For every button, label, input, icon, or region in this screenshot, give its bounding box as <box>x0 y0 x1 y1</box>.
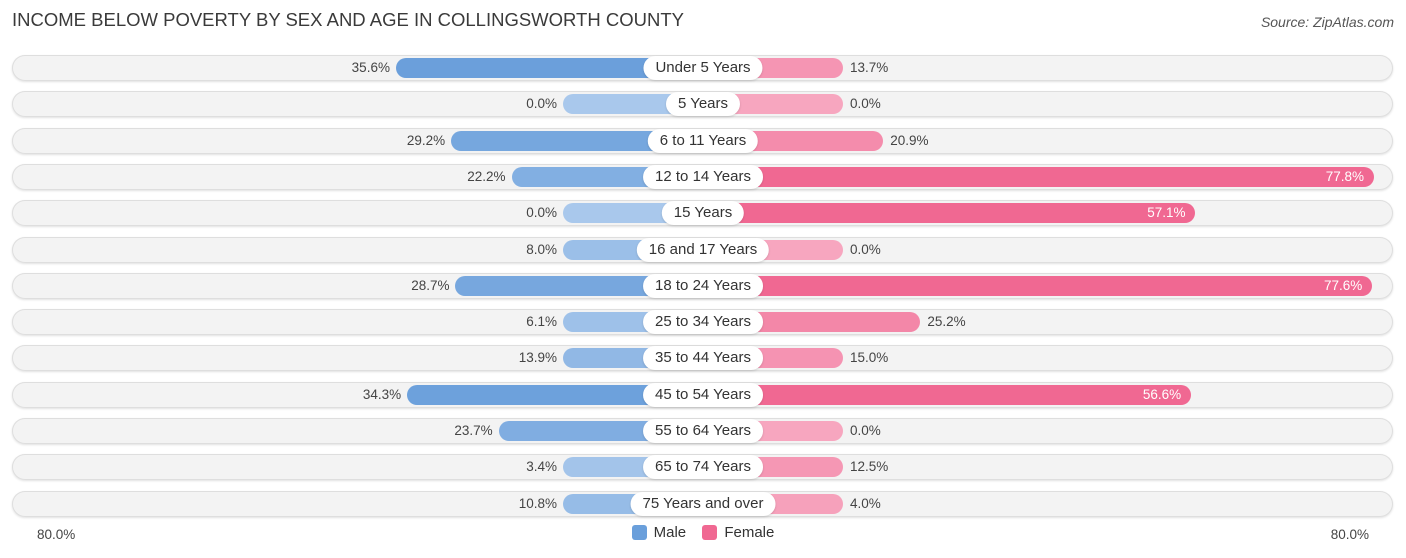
value-label-male: 0.0% <box>526 96 557 112</box>
axis-label-left: 80.0% <box>37 527 76 542</box>
category-label: 16 and 17 Years <box>636 237 770 262</box>
bar-male[interactable] <box>395 58 703 78</box>
category-label: 65 to 74 Years <box>643 455 763 480</box>
category-label: 12 to 14 Years <box>643 164 763 189</box>
bar-female[interactable] <box>703 384 1192 405</box>
category-label: Under 5 Years <box>643 56 763 80</box>
value-label-male: 22.2% <box>467 168 506 184</box>
value-label-female: 15.0% <box>850 350 889 366</box>
value-label-female: 0.0% <box>850 96 881 112</box>
value-label-female: 77.8% <box>1325 168 1365 184</box>
bar-female[interactable] <box>703 166 1375 187</box>
legend-item-female[interactable]: Female <box>702 524 774 541</box>
legend-label-female: Female <box>724 524 775 541</box>
bar-female[interactable] <box>703 203 1196 224</box>
value-label-female: 77.6% <box>1324 277 1363 293</box>
value-label-female: 57.1% <box>1147 205 1186 221</box>
chart-title: INCOME BELOW POVERTY BY SEX AND AGE IN C… <box>12 9 684 30</box>
value-label-female: 0.0% <box>850 241 881 257</box>
category-label: 45 to 54 Years <box>643 382 763 407</box>
value-label-male: 8.0% <box>526 241 557 257</box>
legend-swatch-female <box>702 525 718 540</box>
category-label: 35 to 44 Years <box>643 346 763 371</box>
value-label-male: 34.3% <box>362 386 402 402</box>
legend-item-male[interactable]: Male <box>631 524 687 541</box>
legend: Male Female <box>0 524 1406 544</box>
category-label: 5 Years <box>665 92 741 117</box>
bar-male[interactable] <box>455 275 703 296</box>
category-label: 15 Years <box>661 201 745 226</box>
value-label-male: 6.1% <box>526 314 557 330</box>
bar-male[interactable] <box>407 384 703 405</box>
value-label-male: 3.4% <box>526 459 557 475</box>
axis-label-right: 80.0% <box>1330 527 1369 542</box>
category-label: 6 to 11 Years <box>647 128 759 153</box>
bar-male[interactable] <box>451 130 703 151</box>
value-label-female: 20.9% <box>890 132 929 148</box>
value-label-female: 12.5% <box>850 459 889 475</box>
category-label: 55 to 64 Years <box>643 419 763 443</box>
value-label-male: 28.7% <box>411 277 450 293</box>
value-label-male: 23.7% <box>454 423 493 438</box>
value-label-male: 35.6% <box>351 60 390 75</box>
value-label-female: 0.0% <box>850 423 881 438</box>
category-label: 25 to 34 Years <box>643 310 763 335</box>
category-label: 18 to 24 Years <box>643 273 763 298</box>
category-label: 75 Years and over <box>630 491 776 516</box>
value-label-female: 13.7% <box>850 60 889 75</box>
bar-female[interactable] <box>703 275 1373 296</box>
value-label-male: 29.2% <box>406 132 446 148</box>
value-label-female: 56.6% <box>1142 386 1182 402</box>
value-label-female: 25.2% <box>927 314 966 330</box>
value-label-male: 13.9% <box>518 350 557 366</box>
value-label-male: 0.0% <box>526 205 557 221</box>
legend-label-male: Male <box>653 524 687 541</box>
value-label-female: 4.0% <box>850 495 881 511</box>
value-label-male: 10.8% <box>518 495 557 511</box>
legend-swatch-male <box>631 525 647 540</box>
source-credit: Source: ZipAtlas.com <box>1260 14 1394 30</box>
